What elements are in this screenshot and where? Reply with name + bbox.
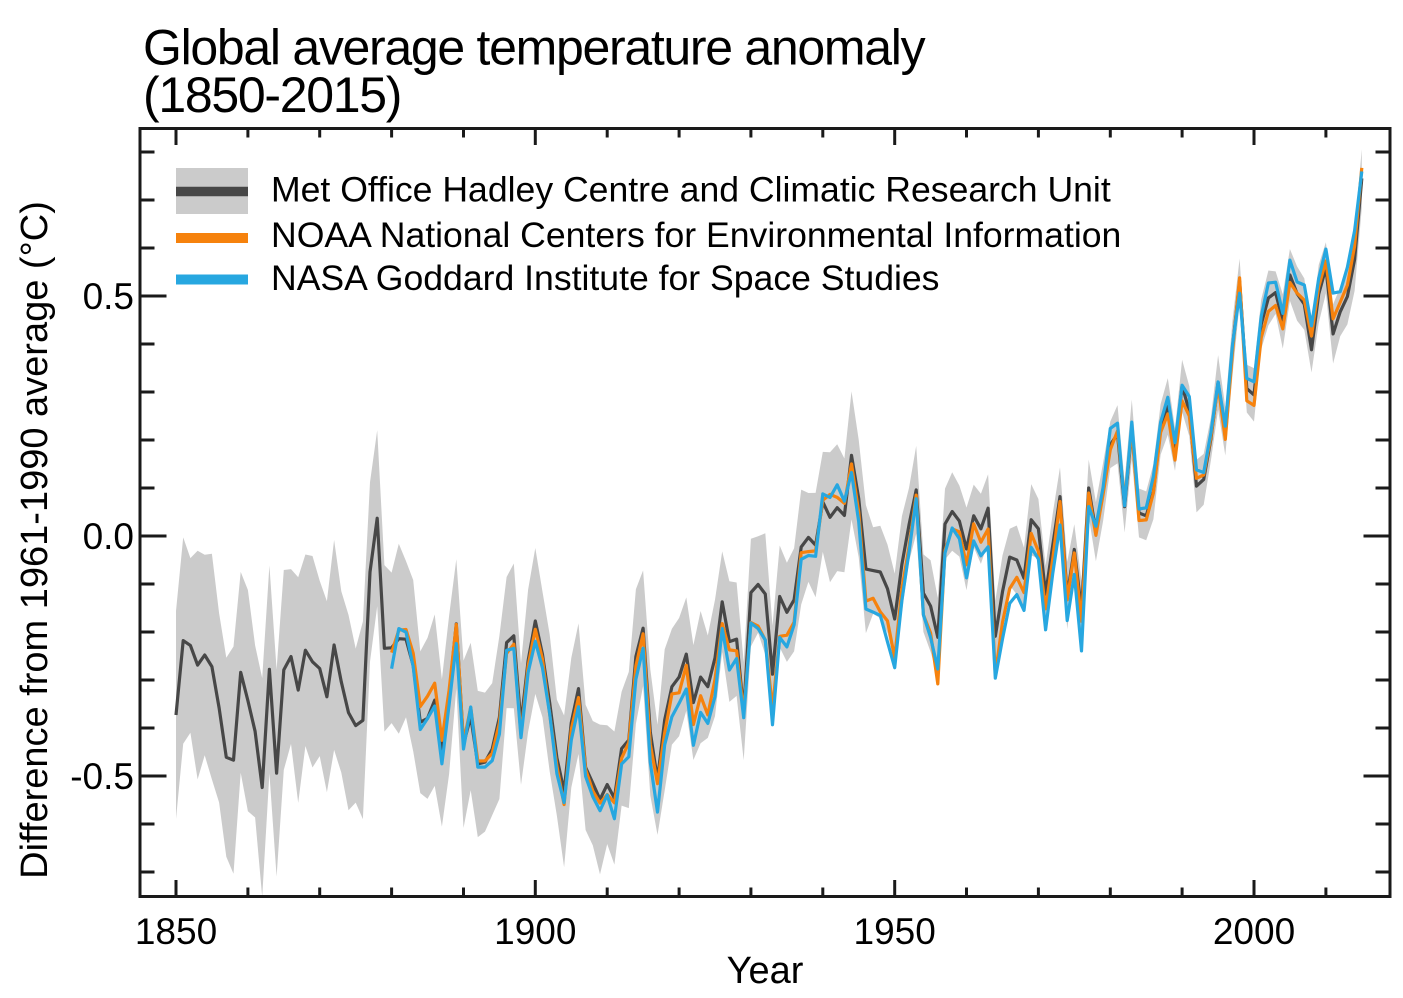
svg-text:NOAA National Centers for Envi: NOAA National Centers for Environmental … xyxy=(271,215,1121,255)
svg-text:2000: 2000 xyxy=(1213,911,1295,952)
svg-text:Met Office Hadley Centre and C: Met Office Hadley Centre and Climatic Re… xyxy=(271,170,1111,210)
svg-text:(1850-2015): (1850-2015) xyxy=(143,67,401,123)
svg-text:0.0: 0.0 xyxy=(83,516,134,557)
svg-text:-0.5: -0.5 xyxy=(70,756,134,797)
svg-text:0.5: 0.5 xyxy=(83,276,134,317)
svg-text:1950: 1950 xyxy=(854,911,936,952)
svg-text:1900: 1900 xyxy=(494,911,576,952)
svg-text:Year: Year xyxy=(727,950,804,992)
svg-text:NASA Goddard Institute for Spa: NASA Goddard Institute for Space Studies xyxy=(271,258,939,298)
svg-text:Difference from 1961-1990 aver: Difference from 1961-1990 average (°C) xyxy=(14,201,56,879)
svg-text:1850: 1850 xyxy=(135,911,217,952)
svg-text:Global average temperature ano: Global average temperature anomaly xyxy=(143,20,926,76)
